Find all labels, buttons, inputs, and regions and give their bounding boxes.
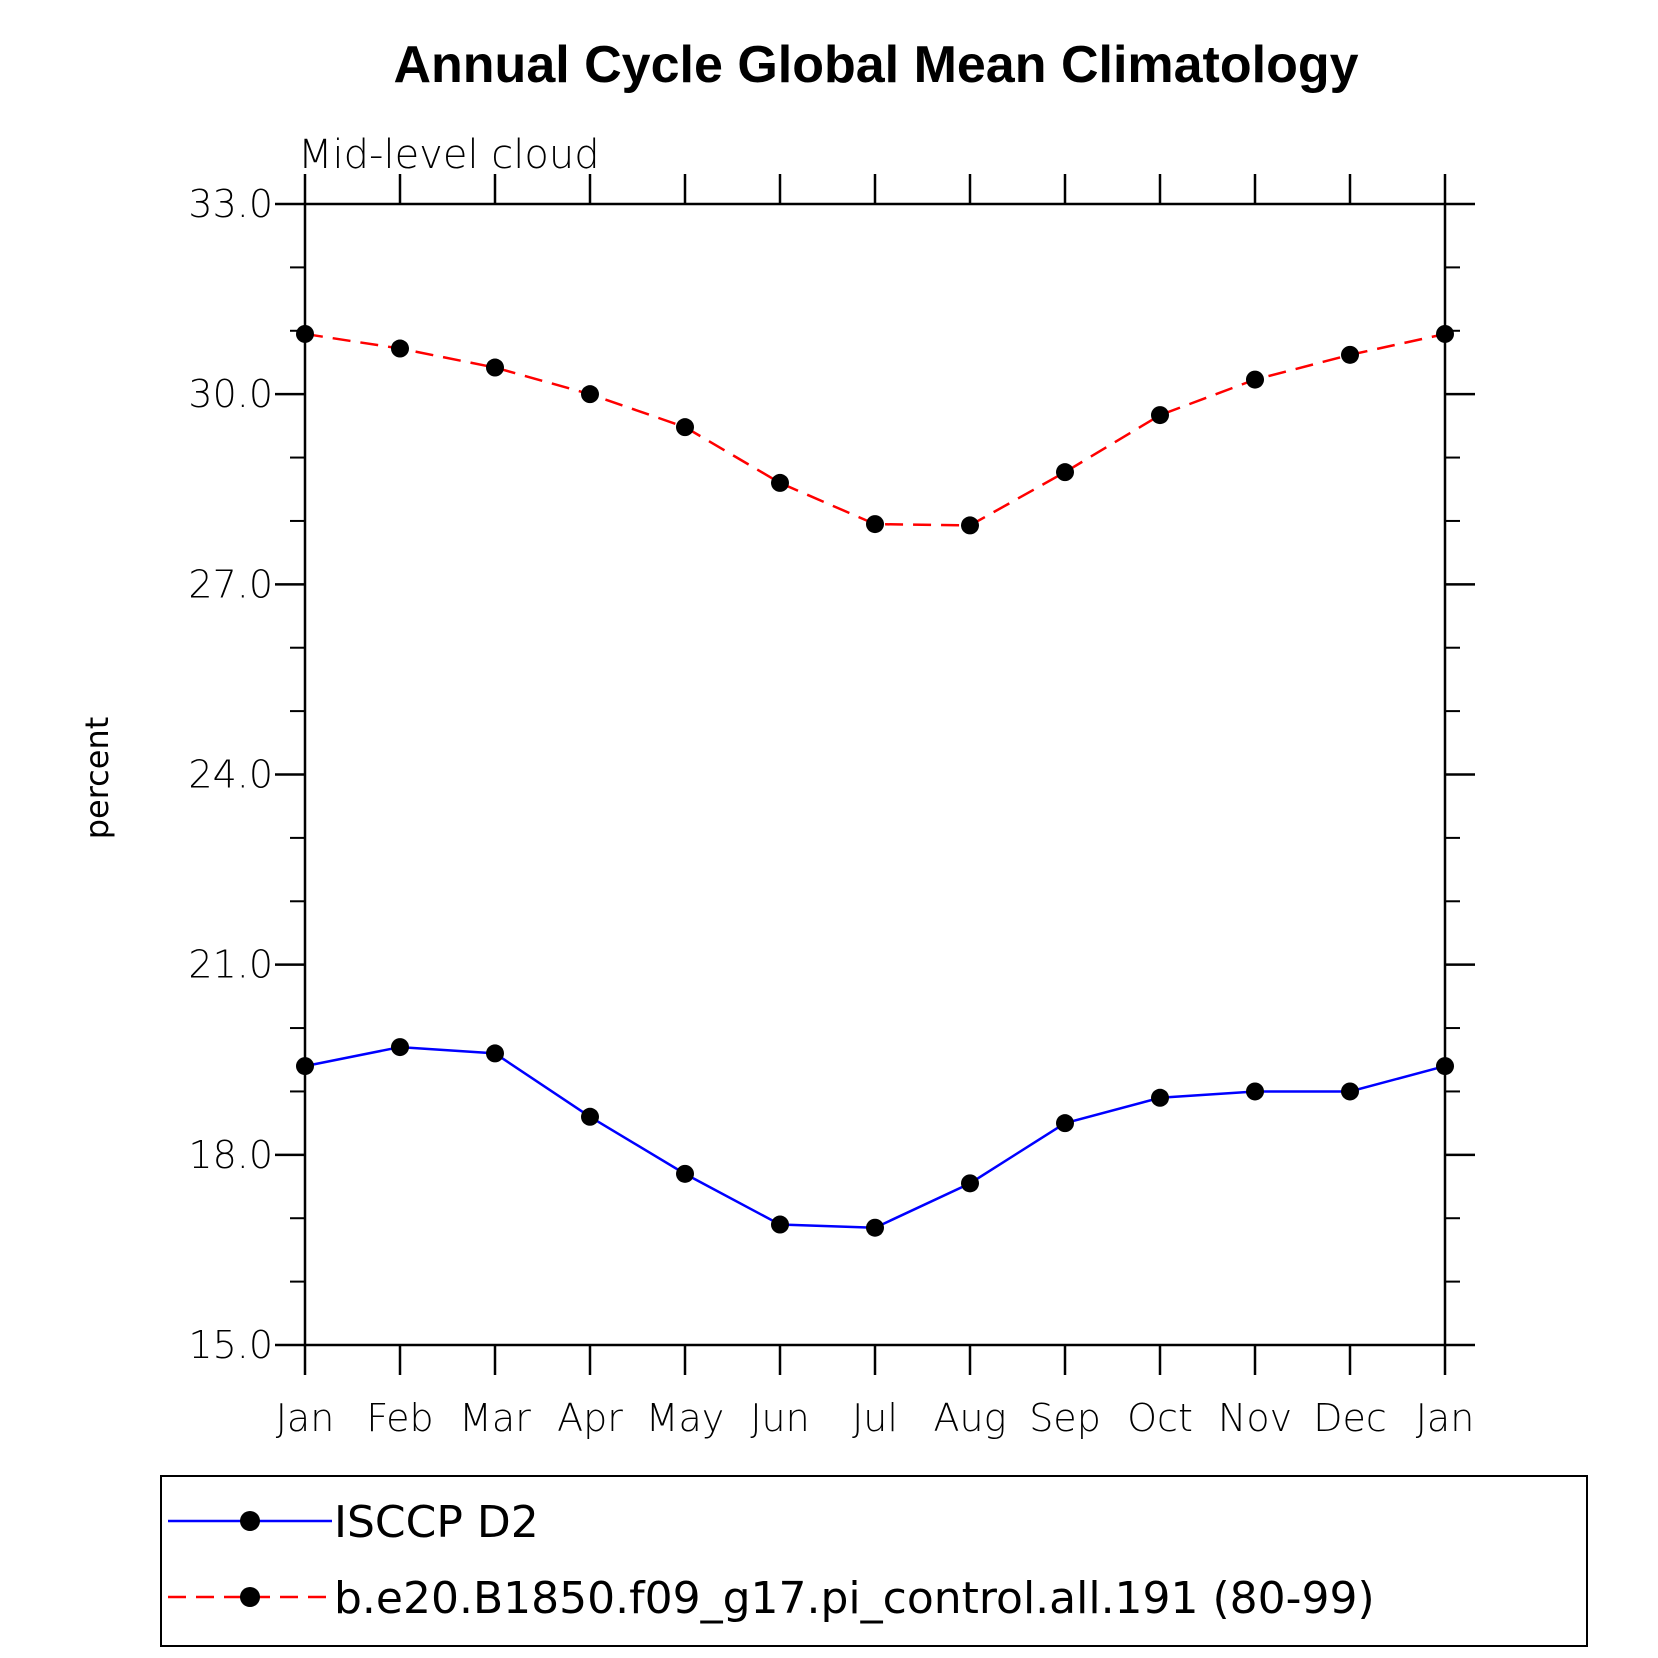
y-tick-label: 27.0 [188, 562, 273, 606]
legend-label: b.e20.B1850.f09_g17.pi_control.all.191 (… [334, 1573, 1375, 1624]
data-point-1 [771, 473, 789, 492]
data-point-1 [1056, 463, 1074, 482]
y-tick-label: 24.0 [188, 753, 273, 797]
x-tick-label: Jan [1416, 1396, 1475, 1440]
data-point-0 [1246, 1082, 1264, 1101]
series-layer [296, 324, 1454, 1237]
x-tick-label: Dec [1313, 1396, 1387, 1440]
data-point-0 [486, 1044, 504, 1063]
data-point-1 [1151, 406, 1169, 425]
legend-label: ISCCP D2 [334, 1497, 539, 1548]
data-point-0 [1436, 1057, 1454, 1076]
data-point-1 [486, 358, 504, 377]
chart-title: Annual Cycle Global Mean Climatology [393, 36, 1358, 94]
data-point-0 [676, 1164, 694, 1183]
x-tick-label: Jun [750, 1396, 809, 1440]
data-point-0 [1056, 1114, 1074, 1133]
data-point-0 [581, 1107, 599, 1126]
x-tick-label: Jul [852, 1396, 898, 1440]
x-tick-label: Feb [366, 1396, 433, 1440]
x-tick-label: Apr [557, 1396, 623, 1440]
x-ticks: Jan Feb Mar Apr May Jun Jul Aug Sep Oct Nov Dec Jan [276, 174, 1475, 1440]
data-point-1 [1341, 345, 1359, 364]
x-tick-label: Sep [1029, 1396, 1101, 1440]
data-point-0 [1341, 1082, 1359, 1101]
data-point-1 [391, 339, 409, 358]
data-point-0 [866, 1218, 884, 1237]
y-axis-label: percent [78, 717, 116, 840]
series-line-0 [304, 1045, 1446, 1229]
y-tick-label: 18.0 [188, 1133, 273, 1177]
data-point-1 [296, 324, 314, 343]
y-ticks: 15.0 18.0 21.0 24.0 27.0 30.0 33.0 [188, 182, 1475, 1367]
x-tick-label: Jan [276, 1396, 335, 1440]
chart-subtitle: Mid-level cloud [298, 132, 600, 178]
x-tick-label: Aug [934, 1396, 1007, 1440]
legend: ISCCP D2 b.e20.B1850.f09_g17.pi_control.a… [168, 1497, 1375, 1624]
y-tick-label: 33.0 [188, 182, 273, 226]
legend-box [160, 1475, 1588, 1647]
x-tick-label: Oct [1127, 1396, 1193, 1440]
data-point-1 [676, 418, 694, 437]
data-point-0 [391, 1038, 409, 1057]
x-tick-label: May [646, 1396, 725, 1440]
legend-swatch-marker [240, 1587, 260, 1607]
x-tick-label: Mar [459, 1396, 531, 1440]
y-tick-label: 30.0 [188, 372, 273, 416]
data-point-0 [961, 1174, 979, 1193]
data-point-1 [1436, 324, 1454, 343]
data-point-1 [1246, 370, 1264, 389]
y-tick-label: 15.0 [188, 1323, 273, 1367]
data-point-1 [581, 385, 599, 404]
data-point-0 [1151, 1088, 1169, 1107]
data-point-1 [961, 516, 979, 535]
y-tick-label: 21.0 [188, 943, 273, 987]
x-tick-label: Nov [1218, 1396, 1292, 1440]
data-point-0 [296, 1057, 314, 1076]
series-line-1 [304, 332, 1446, 527]
legend-swatch-marker [240, 1511, 260, 1531]
data-point-0 [771, 1215, 789, 1234]
data-point-1 [866, 515, 884, 534]
